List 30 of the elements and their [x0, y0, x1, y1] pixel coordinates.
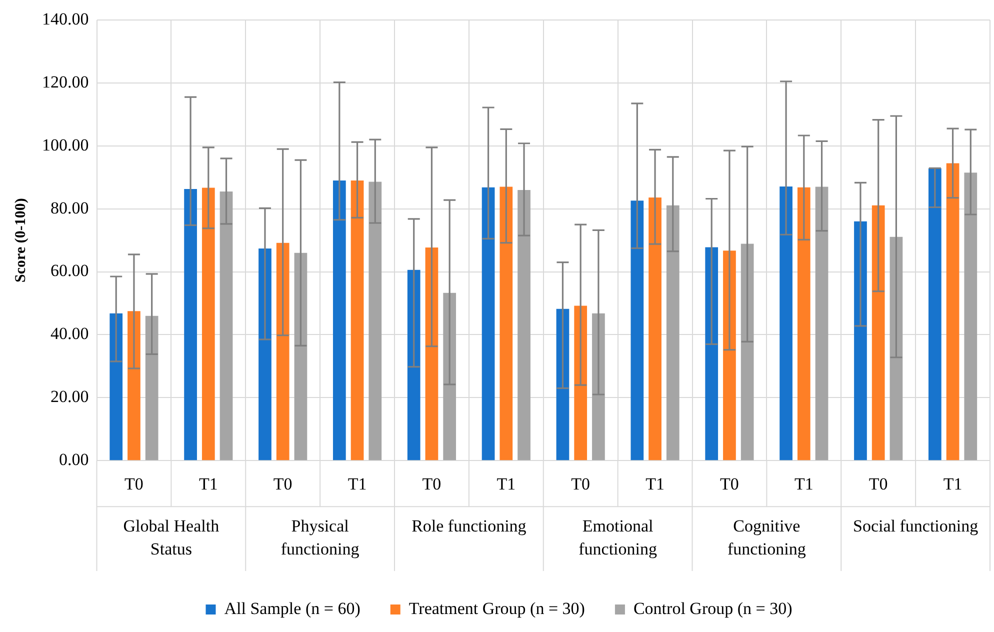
x-tick-label: T1: [198, 474, 218, 494]
x-tick-label: T0: [868, 474, 888, 494]
x-tick-label: T0: [720, 474, 739, 494]
x-tick-label: T1: [496, 474, 516, 494]
y-tick-label: 120.00: [42, 72, 89, 92]
y-tick-label: 0.00: [59, 450, 89, 470]
text: Social functioning: [853, 516, 979, 536]
text: Physical functioning: [280, 516, 360, 559]
y-tick-label: 80.00: [50, 198, 89, 218]
text: Role functioning: [412, 516, 527, 536]
x-tick-label: T1: [348, 474, 367, 494]
legend-label: Treatment Group (n = 30): [408, 598, 585, 618]
y-tick-label: 20.00: [50, 387, 89, 406]
y-tick-label: 60.00: [50, 261, 89, 280]
x-tick-label: T0: [124, 474, 144, 494]
y-axis-title: Score (0-100): [12, 198, 29, 282]
text: Global Health Status: [123, 516, 220, 559]
x-tick-label: T1: [646, 474, 664, 494]
text: Emotional functioning: [578, 516, 658, 559]
y-tick-label: 40.00: [50, 324, 89, 344]
legend-label: Control Group (n = 30): [633, 598, 792, 618]
x-tick-label: T1: [943, 474, 962, 494]
y-tick-label: 140.00: [42, 9, 89, 28]
x-tick-label: T1: [794, 474, 814, 494]
x-tick-label: T0: [273, 474, 292, 494]
x-tick-label: T0: [571, 474, 590, 494]
legend-label: All Sample (n = 60): [224, 598, 360, 618]
text: Cognitive functioning: [727, 516, 806, 559]
y-tick-label: 100.00: [42, 135, 89, 154]
x-tick-label: T0: [422, 474, 442, 494]
